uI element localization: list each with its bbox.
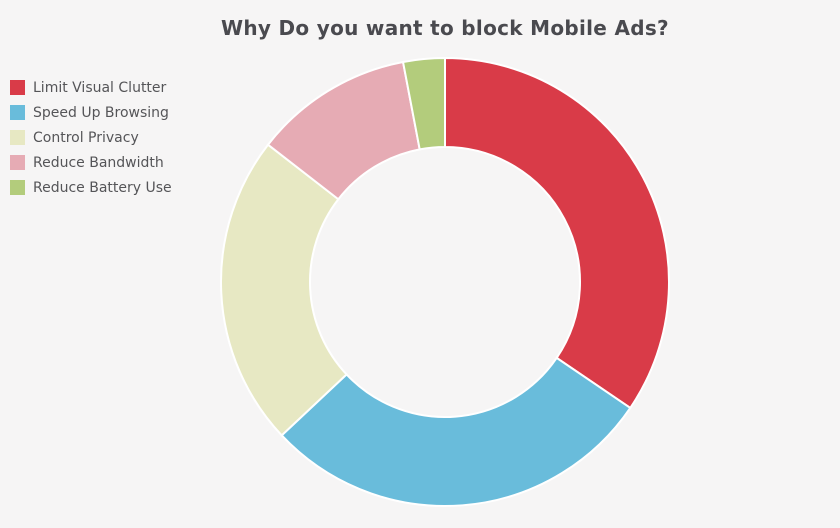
legend-item-limit-visual-clutter[interactable]: Limit Visual Clutter [10, 75, 172, 100]
legend-swatch-reduce-battery-use [10, 180, 25, 195]
legend-item-control-privacy[interactable]: Control Privacy [10, 125, 172, 150]
legend-item-reduce-bandwidth[interactable]: Reduce Bandwidth [10, 150, 172, 175]
slice-reduce-battery-use[interactable] [401, 56, 446, 151]
legend-swatch-limit-visual-clutter [10, 80, 25, 95]
slice-control-privacy[interactable] [220, 143, 349, 437]
legend-label-limit-visual-clutter: Limit Visual Clutter [33, 79, 167, 96]
legend-label-reduce-bandwidth: Reduce Bandwidth [33, 154, 164, 171]
legend-item-reduce-battery-use[interactable]: Reduce Battery Use [10, 175, 172, 200]
slice-speed-up-browsing[interactable] [280, 356, 632, 507]
legend-swatch-control-privacy [10, 130, 25, 145]
legend-label-speed-up-browsing: Speed Up Browsing [33, 104, 169, 121]
legend-label-reduce-battery-use: Reduce Battery Use [33, 179, 172, 196]
slice-limit-visual-clutter[interactable] [444, 56, 670, 410]
chart-legend: Limit Visual Clutter Speed Up Browsing C… [10, 75, 172, 200]
legend-label-control-privacy: Control Privacy [33, 129, 139, 146]
legend-swatch-reduce-bandwidth [10, 155, 25, 170]
chart-title: Why Do you want to block Mobile Ads? [221, 16, 669, 40]
legend-swatch-speed-up-browsing [10, 105, 25, 120]
legend-item-speed-up-browsing[interactable]: Speed Up Browsing [10, 100, 172, 125]
